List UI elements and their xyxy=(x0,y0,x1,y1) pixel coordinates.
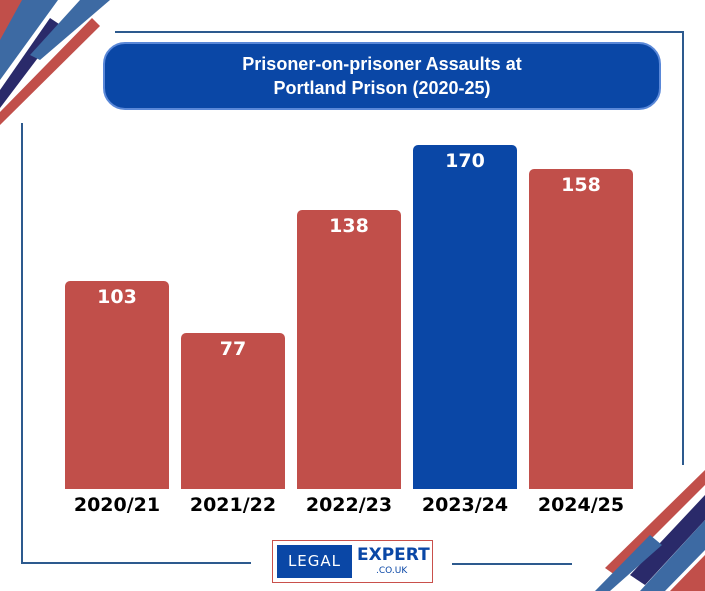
bar-2024/25 xyxy=(529,169,633,489)
bar-2022/23 xyxy=(297,209,401,489)
chart-title: Prisoner-on-prisoner Assaults at Portlan… xyxy=(103,42,661,110)
data-label: 103 xyxy=(97,285,137,308)
bar-2020/21 xyxy=(65,280,169,489)
decorative-stripes-bottom-right xyxy=(595,470,705,591)
decorative-stripes-top-left xyxy=(0,0,110,125)
title-line-1: Prisoner-on-prisoner Assaults at xyxy=(242,54,522,74)
x-tick-label: 2022/23 xyxy=(305,494,393,516)
x-tick-label: 2023/24 xyxy=(421,494,509,516)
frame-right xyxy=(682,31,684,465)
data-label: 138 xyxy=(329,214,369,237)
bar-2023/24 xyxy=(413,145,517,489)
title-line-2: Portland Prison (2020-25) xyxy=(273,78,491,98)
logo-domain: .CO.UK xyxy=(376,566,408,576)
frame-bottom-left xyxy=(21,562,251,564)
x-tick-label: 2020/21 xyxy=(73,494,161,516)
legal-expert-logo: LEGAL EXPERT .CO.UK xyxy=(272,540,433,583)
logo-right: EXPERT xyxy=(357,545,430,565)
frame-top xyxy=(115,31,684,33)
data-label: 158 xyxy=(561,174,601,197)
x-tick-label: 2021/22 xyxy=(189,494,277,516)
data-label: 170 xyxy=(445,150,485,172)
data-label: 77 xyxy=(219,338,247,361)
frame-bottom-right xyxy=(452,563,572,565)
bar-2021/22 xyxy=(181,333,285,489)
logo-left: LEGAL xyxy=(277,545,352,578)
frame-left xyxy=(21,123,23,564)
x-tick-label: 2024/25 xyxy=(537,494,625,516)
